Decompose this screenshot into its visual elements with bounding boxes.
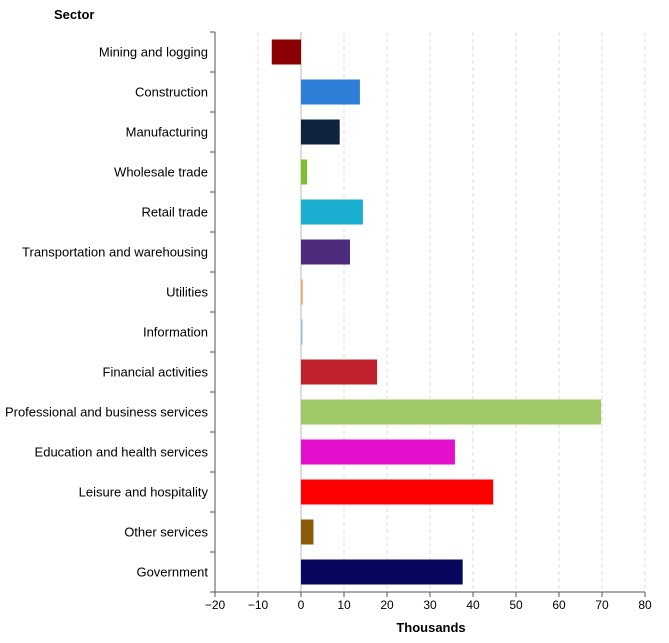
bar[interactable] [301,559,463,585]
bar[interactable] [301,439,455,465]
axes [210,31,646,597]
tick-label: −20 [205,598,226,612]
bar[interactable] [301,79,360,105]
category-label: Mining and logging [99,45,208,60]
bar[interactable] [301,399,602,425]
category-label: Retail trade [142,205,208,220]
bars [271,39,602,585]
tick-label: −10 [248,598,269,612]
tick-label: 50 [509,598,523,612]
bar[interactable] [301,279,303,305]
category-label: Construction [135,85,208,100]
tick-label: 80 [638,598,652,612]
category-label: Leisure and hospitality [79,485,209,500]
category-label: Government [136,565,208,580]
tick-label: 30 [423,598,437,612]
bar[interactable] [301,359,378,385]
gridlines [257,32,646,592]
category-label: Financial activities [103,365,209,380]
bar[interactable] [301,159,308,185]
category-label: Utilities [166,285,208,300]
category-label: Professional and business services [5,405,209,420]
value-axis-title: Thousands [396,620,465,635]
bar[interactable] [301,199,363,225]
tick-label: 20 [380,598,394,612]
bar[interactable] [271,39,301,65]
category-label: Education and health services [35,445,209,460]
category-label: Wholesale trade [114,165,208,180]
category-label: Information [143,325,208,340]
bar[interactable] [301,119,340,145]
category-axis-title: Sector [54,7,94,22]
bar[interactable] [301,239,351,265]
tick-labels: −20 −10 0 10 20 30 40 50 60 70 80 [205,598,652,612]
tick-label: 60 [552,598,566,612]
category-labels: Mining and logging Construction Manufactur… [5,45,209,580]
bar[interactable] [301,519,314,545]
tick-label: 0 [298,598,305,612]
category-label: Other services [124,525,208,540]
tick-label: 70 [595,598,609,612]
category-label: Transportation and warehousing [22,245,208,260]
tick-label: 10 [337,598,351,612]
category-label: Manufacturing [126,125,208,140]
tick-label: 40 [466,598,480,612]
bar[interactable] [301,319,303,345]
bar[interactable] [301,479,494,505]
